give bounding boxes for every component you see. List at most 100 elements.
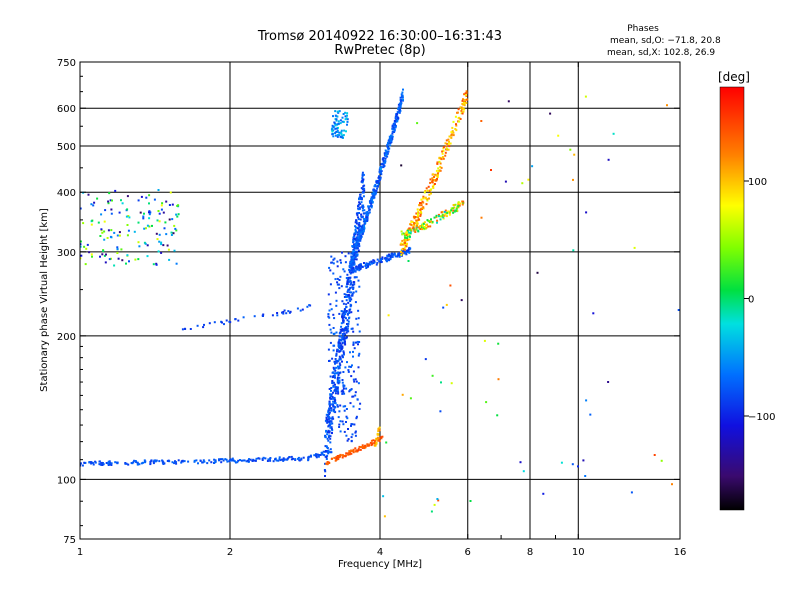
- data-point: [358, 268, 361, 271]
- data-point: [156, 238, 159, 241]
- data-point: [84, 263, 87, 266]
- data-point: [324, 470, 327, 473]
- data-point: [208, 322, 211, 325]
- data-point: [334, 110, 337, 113]
- data-point: [174, 227, 177, 230]
- data-point: [318, 454, 321, 456]
- data-point: [352, 238, 355, 241]
- data-point: [353, 263, 355, 266]
- data-point: [448, 135, 451, 138]
- data-point: [365, 267, 368, 269]
- data-point: [145, 196, 148, 199]
- data-point: [261, 459, 264, 461]
- data-point: [463, 103, 466, 106]
- data-point: [171, 218, 174, 221]
- data-point: [350, 424, 352, 427]
- data-point: [357, 236, 360, 239]
- data-point: [124, 462, 127, 464]
- data-point: [264, 457, 267, 460]
- data-point: [403, 250, 406, 253]
- data-point: [483, 339, 486, 342]
- data-point: [340, 310, 343, 313]
- data-point: [416, 122, 419, 125]
- data-point: [214, 459, 217, 462]
- data-point: [446, 211, 449, 214]
- data-point: [431, 374, 434, 377]
- data-point: [346, 361, 348, 364]
- data-point: [333, 367, 336, 370]
- data-point: [235, 461, 237, 464]
- data-point: [101, 253, 104, 256]
- data-point: [346, 327, 349, 330]
- data-point: [431, 179, 434, 182]
- data-point: [94, 461, 97, 464]
- data-point: [326, 431, 329, 434]
- data-point: [276, 314, 279, 317]
- data-point: [202, 459, 205, 462]
- data-point: [327, 436, 330, 439]
- data-point: [98, 460, 101, 463]
- data-point: [326, 461, 329, 464]
- data-point: [333, 402, 336, 404]
- data-point: [347, 322, 350, 325]
- data-point: [396, 111, 399, 114]
- data-point: [332, 391, 334, 394]
- data-point: [341, 346, 344, 349]
- data-point: [387, 139, 390, 142]
- data-point: [441, 150, 444, 153]
- data-point: [357, 309, 360, 312]
- data-point: [292, 457, 294, 460]
- data-point: [360, 234, 363, 237]
- data-point: [453, 210, 456, 213]
- data-point: [337, 365, 339, 368]
- data-point: [327, 293, 330, 296]
- data-point: [161, 202, 164, 205]
- data-point: [345, 285, 348, 288]
- data-point: [338, 131, 341, 134]
- data-point: [329, 435, 332, 438]
- data-point: [360, 231, 363, 234]
- data-point: [352, 254, 355, 257]
- data-point: [353, 258, 356, 261]
- data-point: [338, 426, 341, 428]
- data-point: [334, 376, 336, 379]
- data-point: [158, 220, 161, 223]
- data-point: [344, 115, 347, 118]
- data-point: [342, 405, 345, 408]
- data-point: [372, 194, 375, 197]
- data-point: [358, 229, 361, 232]
- data-point: [337, 371, 339, 374]
- data-point: [428, 197, 430, 200]
- data-point: [424, 190, 427, 192]
- data-point: [496, 414, 499, 417]
- data-point: [358, 341, 361, 343]
- data-point: [240, 459, 243, 462]
- data-point: [445, 145, 448, 148]
- data-point: [352, 281, 355, 283]
- data-point: [389, 142, 392, 144]
- data-point: [341, 317, 344, 320]
- data-point: [85, 247, 88, 250]
- data-point: [350, 255, 353, 258]
- data-point: [203, 323, 205, 326]
- data-point: [348, 310, 351, 313]
- data-point: [379, 176, 382, 179]
- data-point: [356, 266, 358, 269]
- data-point: [393, 124, 395, 127]
- data-point: [282, 311, 285, 313]
- data-point: [353, 243, 356, 246]
- data-point: [386, 258, 389, 261]
- data-point: [394, 124, 397, 127]
- data-point: [126, 234, 129, 237]
- data-point: [452, 131, 455, 134]
- data-point: [341, 336, 344, 339]
- data-point: [372, 195, 375, 198]
- data-point: [373, 444, 376, 447]
- data-point: [343, 316, 346, 319]
- data-point: [445, 303, 448, 306]
- data-point: [441, 213, 444, 216]
- data-point: [329, 451, 332, 454]
- data-point: [335, 127, 338, 130]
- data-point: [458, 204, 461, 207]
- data-point: [348, 280, 351, 283]
